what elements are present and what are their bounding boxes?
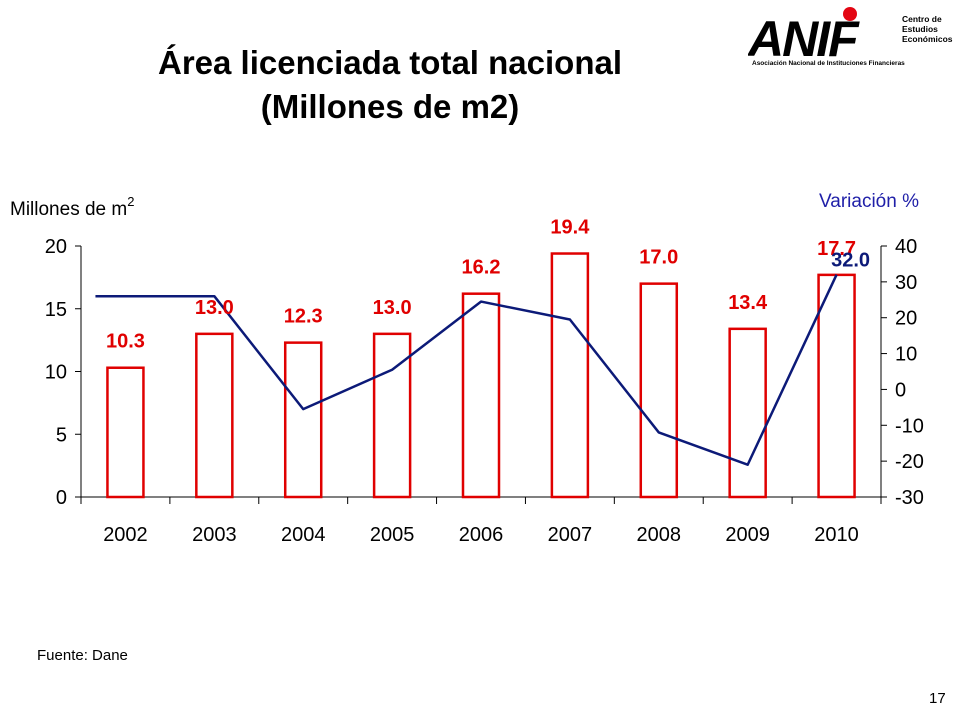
bar-2009 (728, 327, 767, 499)
right-axis-title: Variación % (819, 191, 919, 212)
left-axis-tick-label: 15 (45, 299, 67, 321)
right-axis-tick-label: 0 (895, 379, 906, 401)
x-axis-tick-label: 2002 (103, 524, 148, 546)
source-note: Fuente: Dane (37, 647, 128, 664)
right-axis-tick-label: -30 (895, 487, 924, 509)
page-number: 17 (929, 690, 946, 707)
line-label-2010: 32.0 (831, 250, 870, 272)
logo-side-line3: Económicos (902, 34, 953, 44)
logo-subtitle: Asociación Nacional de Instituciones Fin… (752, 60, 905, 67)
anif-logo-icon: ANIF (748, 7, 862, 67)
bar-label-2009: 13.4 (728, 292, 768, 314)
line-series (95, 274, 838, 466)
right-axis-tick-label: 30 (895, 272, 917, 294)
right-axis-tick-label: 10 (895, 344, 917, 366)
bar-2006 (461, 292, 501, 499)
logo-side-text: Centro de Estudios Económicos (902, 14, 953, 44)
left-axis-tick-label: 5 (56, 424, 67, 446)
right-axis-tick-label: -10 (895, 415, 924, 437)
right-axis-tick-label: 40 (895, 236, 917, 258)
left-axis-tick-label: 20 (45, 236, 67, 258)
bar-2003 (195, 332, 234, 499)
bar-2008 (639, 282, 679, 499)
bar-2005 (372, 332, 412, 499)
bar-label-2007: 19.4 (550, 217, 590, 239)
bar-label-2006: 16.2 (462, 257, 501, 279)
x-axis-tick-label: 2004 (281, 524, 326, 546)
bar-label-2003: 13.0 (195, 297, 234, 319)
bar-2002 (106, 366, 145, 499)
x-axis-tick-label: 2005 (370, 524, 415, 546)
logo-side-line2: Estudios (902, 24, 938, 34)
bar-2010 (817, 273, 856, 499)
bar-series (106, 252, 856, 499)
x-axis-tick-label: 2007 (548, 524, 593, 546)
left-axis-tick-label: 0 (56, 487, 67, 509)
variation-line (95, 274, 838, 466)
bar-label-2005: 13.0 (373, 297, 412, 319)
bar-label-2004: 12.3 (284, 306, 323, 328)
x-axis-tick-label: 2010 (814, 524, 859, 546)
right-axis-tick-label: 20 (895, 308, 917, 330)
logo-side-line1: Centro de (902, 14, 942, 24)
x-axis-tick-label: 2003 (192, 524, 237, 546)
bar-2004 (283, 341, 323, 499)
x-axis-tick-label: 2006 (459, 524, 504, 546)
x-axis-tick-label: 2008 (637, 524, 682, 546)
svg-text:ANIF: ANIF (748, 11, 860, 67)
x-axis-tick-label: 2009 (725, 524, 770, 546)
left-axis-title: Millones de m2 (10, 194, 134, 220)
bar-2007 (550, 252, 590, 499)
bar-label-2010: 17.7 (817, 238, 856, 260)
chart-title-line2: (Millones de m2) (260, 88, 520, 125)
bar-label-2002: 10.3 (106, 331, 145, 353)
left-axis-tick-label: 10 (45, 362, 67, 384)
chart-title-line1: Área licenciada total nacional (158, 44, 622, 81)
right-axis-tick-label: -20 (895, 451, 924, 473)
bar-label-2008: 17.0 (639, 247, 678, 269)
data-labels: 10.3 13.0 12.3 13.0 16.2 19.4 17.0 13.4 17.732.0 (106, 217, 870, 353)
